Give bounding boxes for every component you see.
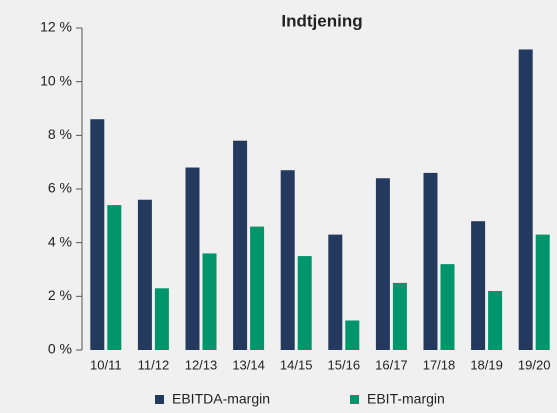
x-tick-label: 19/20: [518, 357, 551, 372]
bar: [154, 288, 169, 350]
bar: [250, 226, 265, 350]
x-tick-label: 17/18: [423, 357, 456, 372]
y-tick-label: 4 %: [48, 233, 72, 249]
y-tick-label: 6 %: [48, 180, 72, 196]
bar: [345, 320, 360, 350]
x-tick-label: 12/13: [185, 357, 218, 372]
x-tick-label: 18/19: [470, 357, 503, 372]
x-tick-label: 15/16: [328, 357, 361, 372]
y-tick-label: 10 %: [40, 72, 72, 88]
bar: [535, 234, 550, 350]
legend-swatch: [155, 395, 164, 404]
bar: [280, 170, 295, 350]
chart-title: Indtjening: [281, 11, 362, 30]
bar: [392, 282, 407, 350]
x-tick-label: 11/12: [138, 357, 170, 372]
bar: [185, 167, 200, 350]
bar: [488, 290, 503, 350]
bar: [90, 119, 105, 350]
legend-label: EBITDA-margin: [172, 391, 270, 407]
y-tick-label: 12 %: [40, 19, 72, 35]
y-tick-label: 0 %: [48, 341, 72, 357]
bar: [137, 199, 152, 350]
bar: [518, 49, 533, 350]
bar: [471, 221, 486, 350]
y-tick-label: 2 %: [48, 287, 72, 303]
x-tick-label: 16/17: [375, 357, 408, 372]
bar: [297, 256, 312, 350]
legend-swatch: [350, 395, 359, 404]
bar: [233, 140, 248, 350]
bar: [423, 172, 438, 350]
x-tick-label: 13/14: [232, 357, 265, 372]
bar: [375, 178, 390, 350]
bar: [202, 253, 217, 350]
y-tick-label: 8 %: [48, 126, 72, 142]
bar: [328, 234, 343, 350]
bar: [440, 264, 455, 350]
legend-label: EBIT-margin: [367, 391, 445, 407]
x-tick-label: 10/11: [90, 357, 122, 372]
x-tick-label: 14/15: [280, 357, 313, 372]
bar: [107, 205, 122, 350]
